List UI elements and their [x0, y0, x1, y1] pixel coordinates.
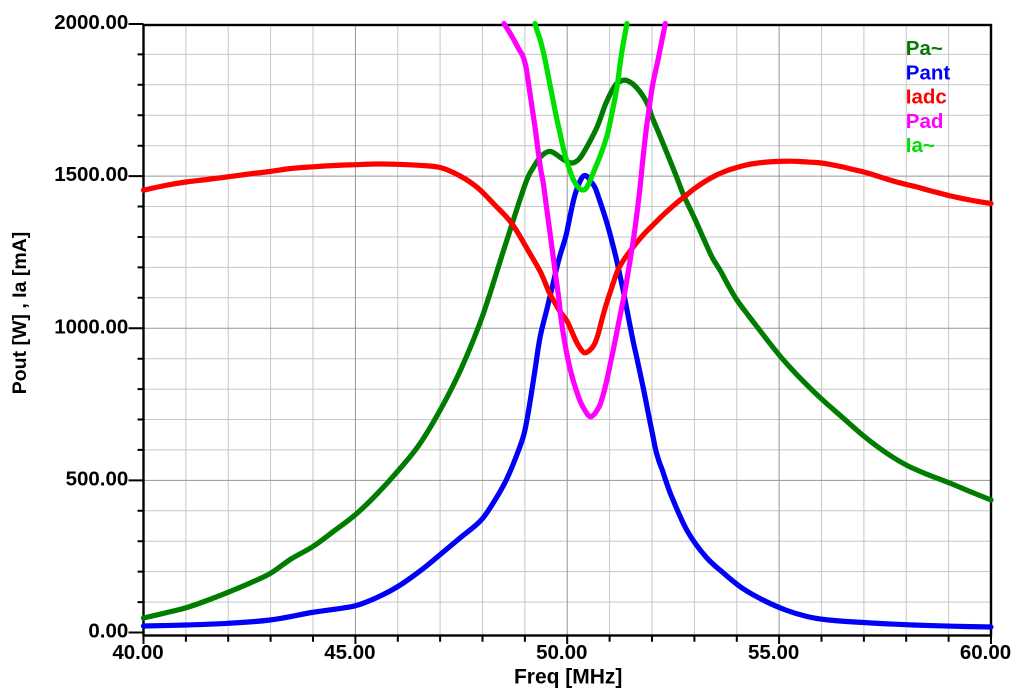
svg-text:2000.00: 2000.00 — [54, 11, 128, 34]
svg-text:55.00: 55.00 — [748, 641, 799, 664]
svg-text:Iadc: Iadc — [906, 86, 947, 109]
svg-text:40.00: 40.00 — [112, 641, 163, 664]
svg-text:Pad: Pad — [906, 110, 944, 133]
svg-text:60.00: 60.00 — [960, 641, 1011, 664]
svg-text:1500.00: 1500.00 — [54, 163, 128, 186]
svg-text:500.00: 500.00 — [66, 467, 129, 490]
svg-text:Pa~: Pa~ — [906, 37, 943, 60]
svg-text:Freq [MHz]: Freq [MHz] — [514, 666, 623, 689]
svg-text:50.00: 50.00 — [536, 641, 587, 664]
svg-text:Ia~: Ia~ — [906, 134, 935, 157]
svg-text:0.00: 0.00 — [88, 620, 128, 643]
svg-text:Pant: Pant — [906, 61, 951, 84]
svg-text:Pout [W] , Ia [mA]: Pout [W] , Ia [mA] — [9, 232, 31, 394]
svg-text:1000.00: 1000.00 — [54, 315, 128, 338]
svg-text:45.00: 45.00 — [324, 641, 375, 664]
